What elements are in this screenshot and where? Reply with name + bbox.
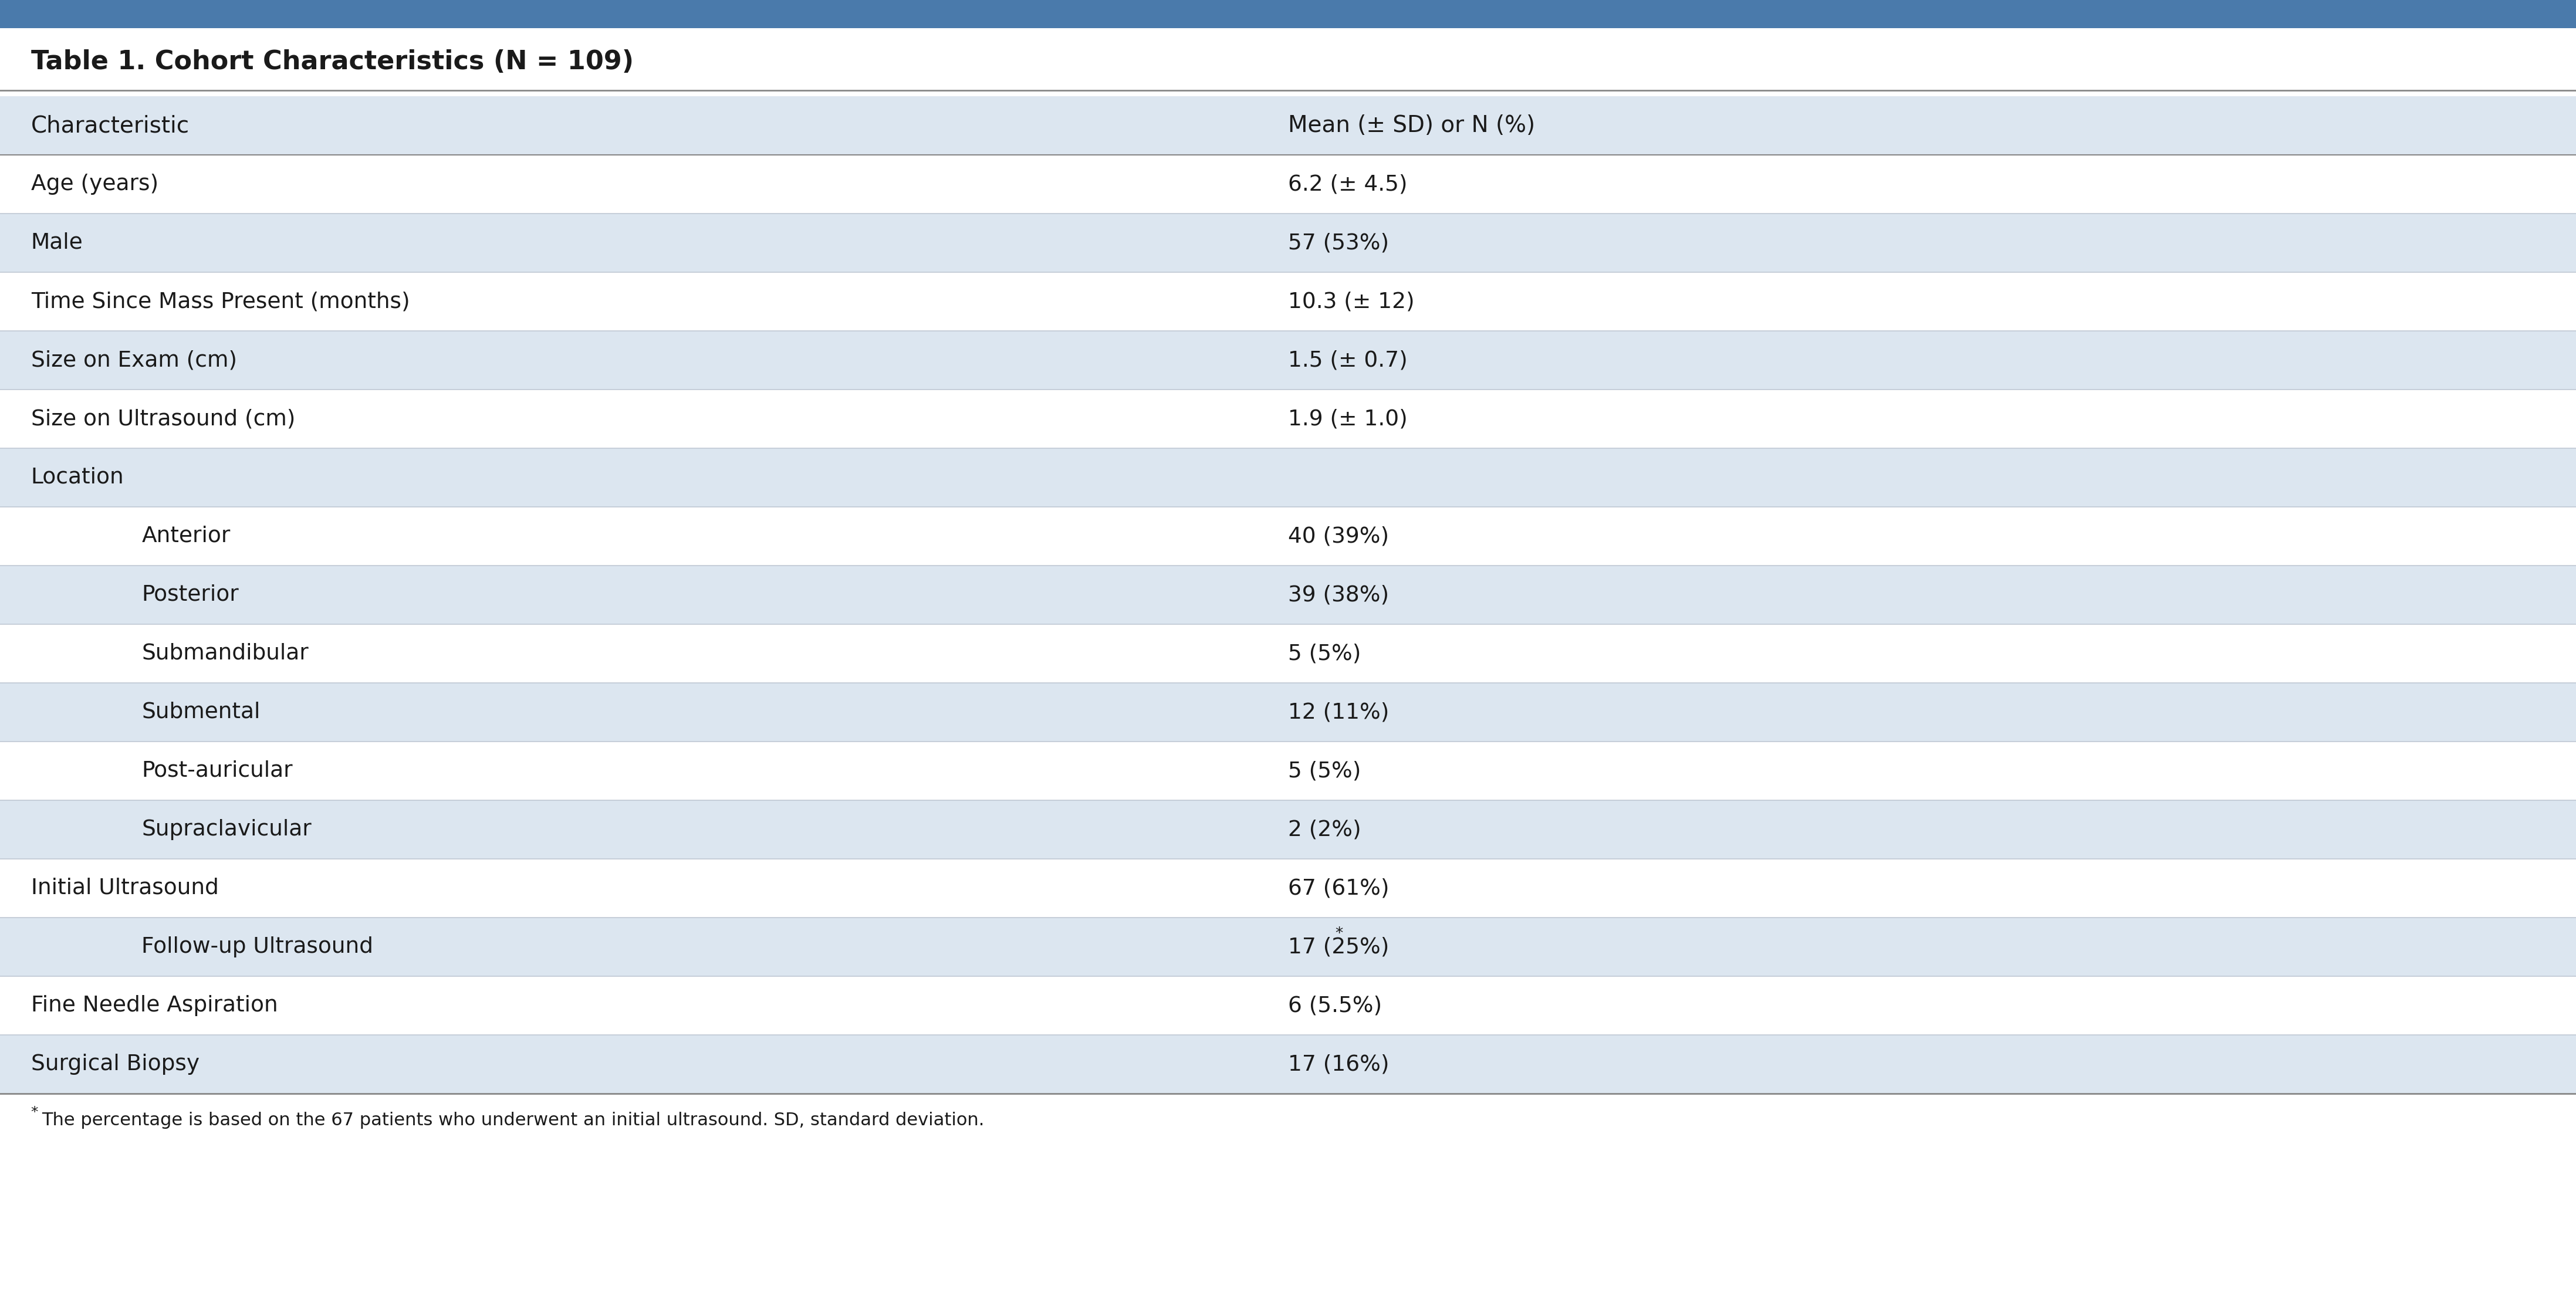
Text: Follow-up Ultrasound: Follow-up Ultrasound [142, 936, 374, 957]
Text: Location: Location [31, 467, 124, 488]
Bar [0, 155, 2576, 214]
Text: 5 (5%): 5 (5%) [1288, 643, 1360, 664]
Text: 2 (2%): 2 (2%) [1288, 819, 1360, 840]
Bar [0, 28, 2576, 93]
Text: 5 (5%): 5 (5%) [1288, 760, 1360, 781]
Text: 40 (39%): 40 (39%) [1288, 525, 1388, 546]
Text: 6 (5.5%): 6 (5.5%) [1288, 995, 1381, 1016]
Text: Size on Ultrasound (cm): Size on Ultrasound (cm) [31, 408, 296, 429]
Text: *: * [1334, 927, 1342, 941]
Bar [0, 272, 2576, 331]
Bar [0, 918, 2576, 977]
Bar [0, 93, 2576, 96]
Bar [0, 624, 2576, 683]
Text: Mean (± SD) or N (%): Mean (± SD) or N (%) [1288, 114, 1535, 137]
Text: Anterior: Anterior [142, 525, 229, 546]
Text: 57 (53%): 57 (53%) [1288, 232, 1388, 253]
Text: Fine Needle Aspiration: Fine Needle Aspiration [31, 995, 278, 1016]
Text: 17 (25%): 17 (25%) [1288, 936, 1388, 957]
Text: Size on Exam (cm): Size on Exam (cm) [31, 349, 237, 370]
Bar [0, 742, 2576, 800]
Bar [0, 448, 2576, 507]
Text: Male: Male [31, 232, 82, 253]
Bar [0, 390, 2576, 448]
Text: 1.9 (± 1.0): 1.9 (± 1.0) [1288, 408, 1406, 429]
Text: 12 (11%): 12 (11%) [1288, 701, 1388, 722]
Bar [0, 1094, 2576, 1146]
Bar [0, 96, 2576, 155]
Bar [0, 800, 2576, 859]
Bar [0, 683, 2576, 742]
Text: 39 (38%): 39 (38%) [1288, 584, 1388, 605]
Text: Supraclavicular: Supraclavicular [142, 819, 312, 840]
Bar [0, 214, 2576, 272]
Text: 6.2 (± 4.5): 6.2 (± 4.5) [1288, 173, 1406, 194]
Bar [0, 859, 2576, 918]
Text: Initial Ultrasound: Initial Ultrasound [31, 877, 219, 899]
Text: Age (years): Age (years) [31, 173, 157, 194]
Bar [0, 0, 2576, 28]
Text: 67 (61%): 67 (61%) [1288, 877, 1388, 899]
Text: Time Since Mass Present (months): Time Since Mass Present (months) [31, 291, 410, 312]
Text: *: * [31, 1106, 39, 1119]
Text: Submental: Submental [142, 701, 260, 722]
Bar [0, 566, 2576, 624]
Text: Surgical Biopsy: Surgical Biopsy [31, 1054, 198, 1075]
Text: Characteristic: Characteristic [31, 114, 191, 137]
Text: 1.5 (± 0.7): 1.5 (± 0.7) [1288, 349, 1406, 370]
Bar [0, 977, 2576, 1035]
Text: 10.3 (± 12): 10.3 (± 12) [1288, 291, 1414, 312]
Text: Posterior: Posterior [142, 584, 240, 605]
Text: The percentage is based on the 67 patients who underwent an initial ultrasound. : The percentage is based on the 67 patien… [41, 1112, 984, 1128]
Text: Post-auricular: Post-auricular [142, 760, 294, 781]
Text: 17 (16%): 17 (16%) [1288, 1054, 1388, 1075]
Bar [0, 1035, 2576, 1094]
Bar [0, 331, 2576, 390]
Text: Table 1. Cohort Characteristics (N = 109): Table 1. Cohort Characteristics (N = 109… [31, 49, 634, 75]
Text: Submandibular: Submandibular [142, 643, 309, 664]
Bar [0, 507, 2576, 566]
